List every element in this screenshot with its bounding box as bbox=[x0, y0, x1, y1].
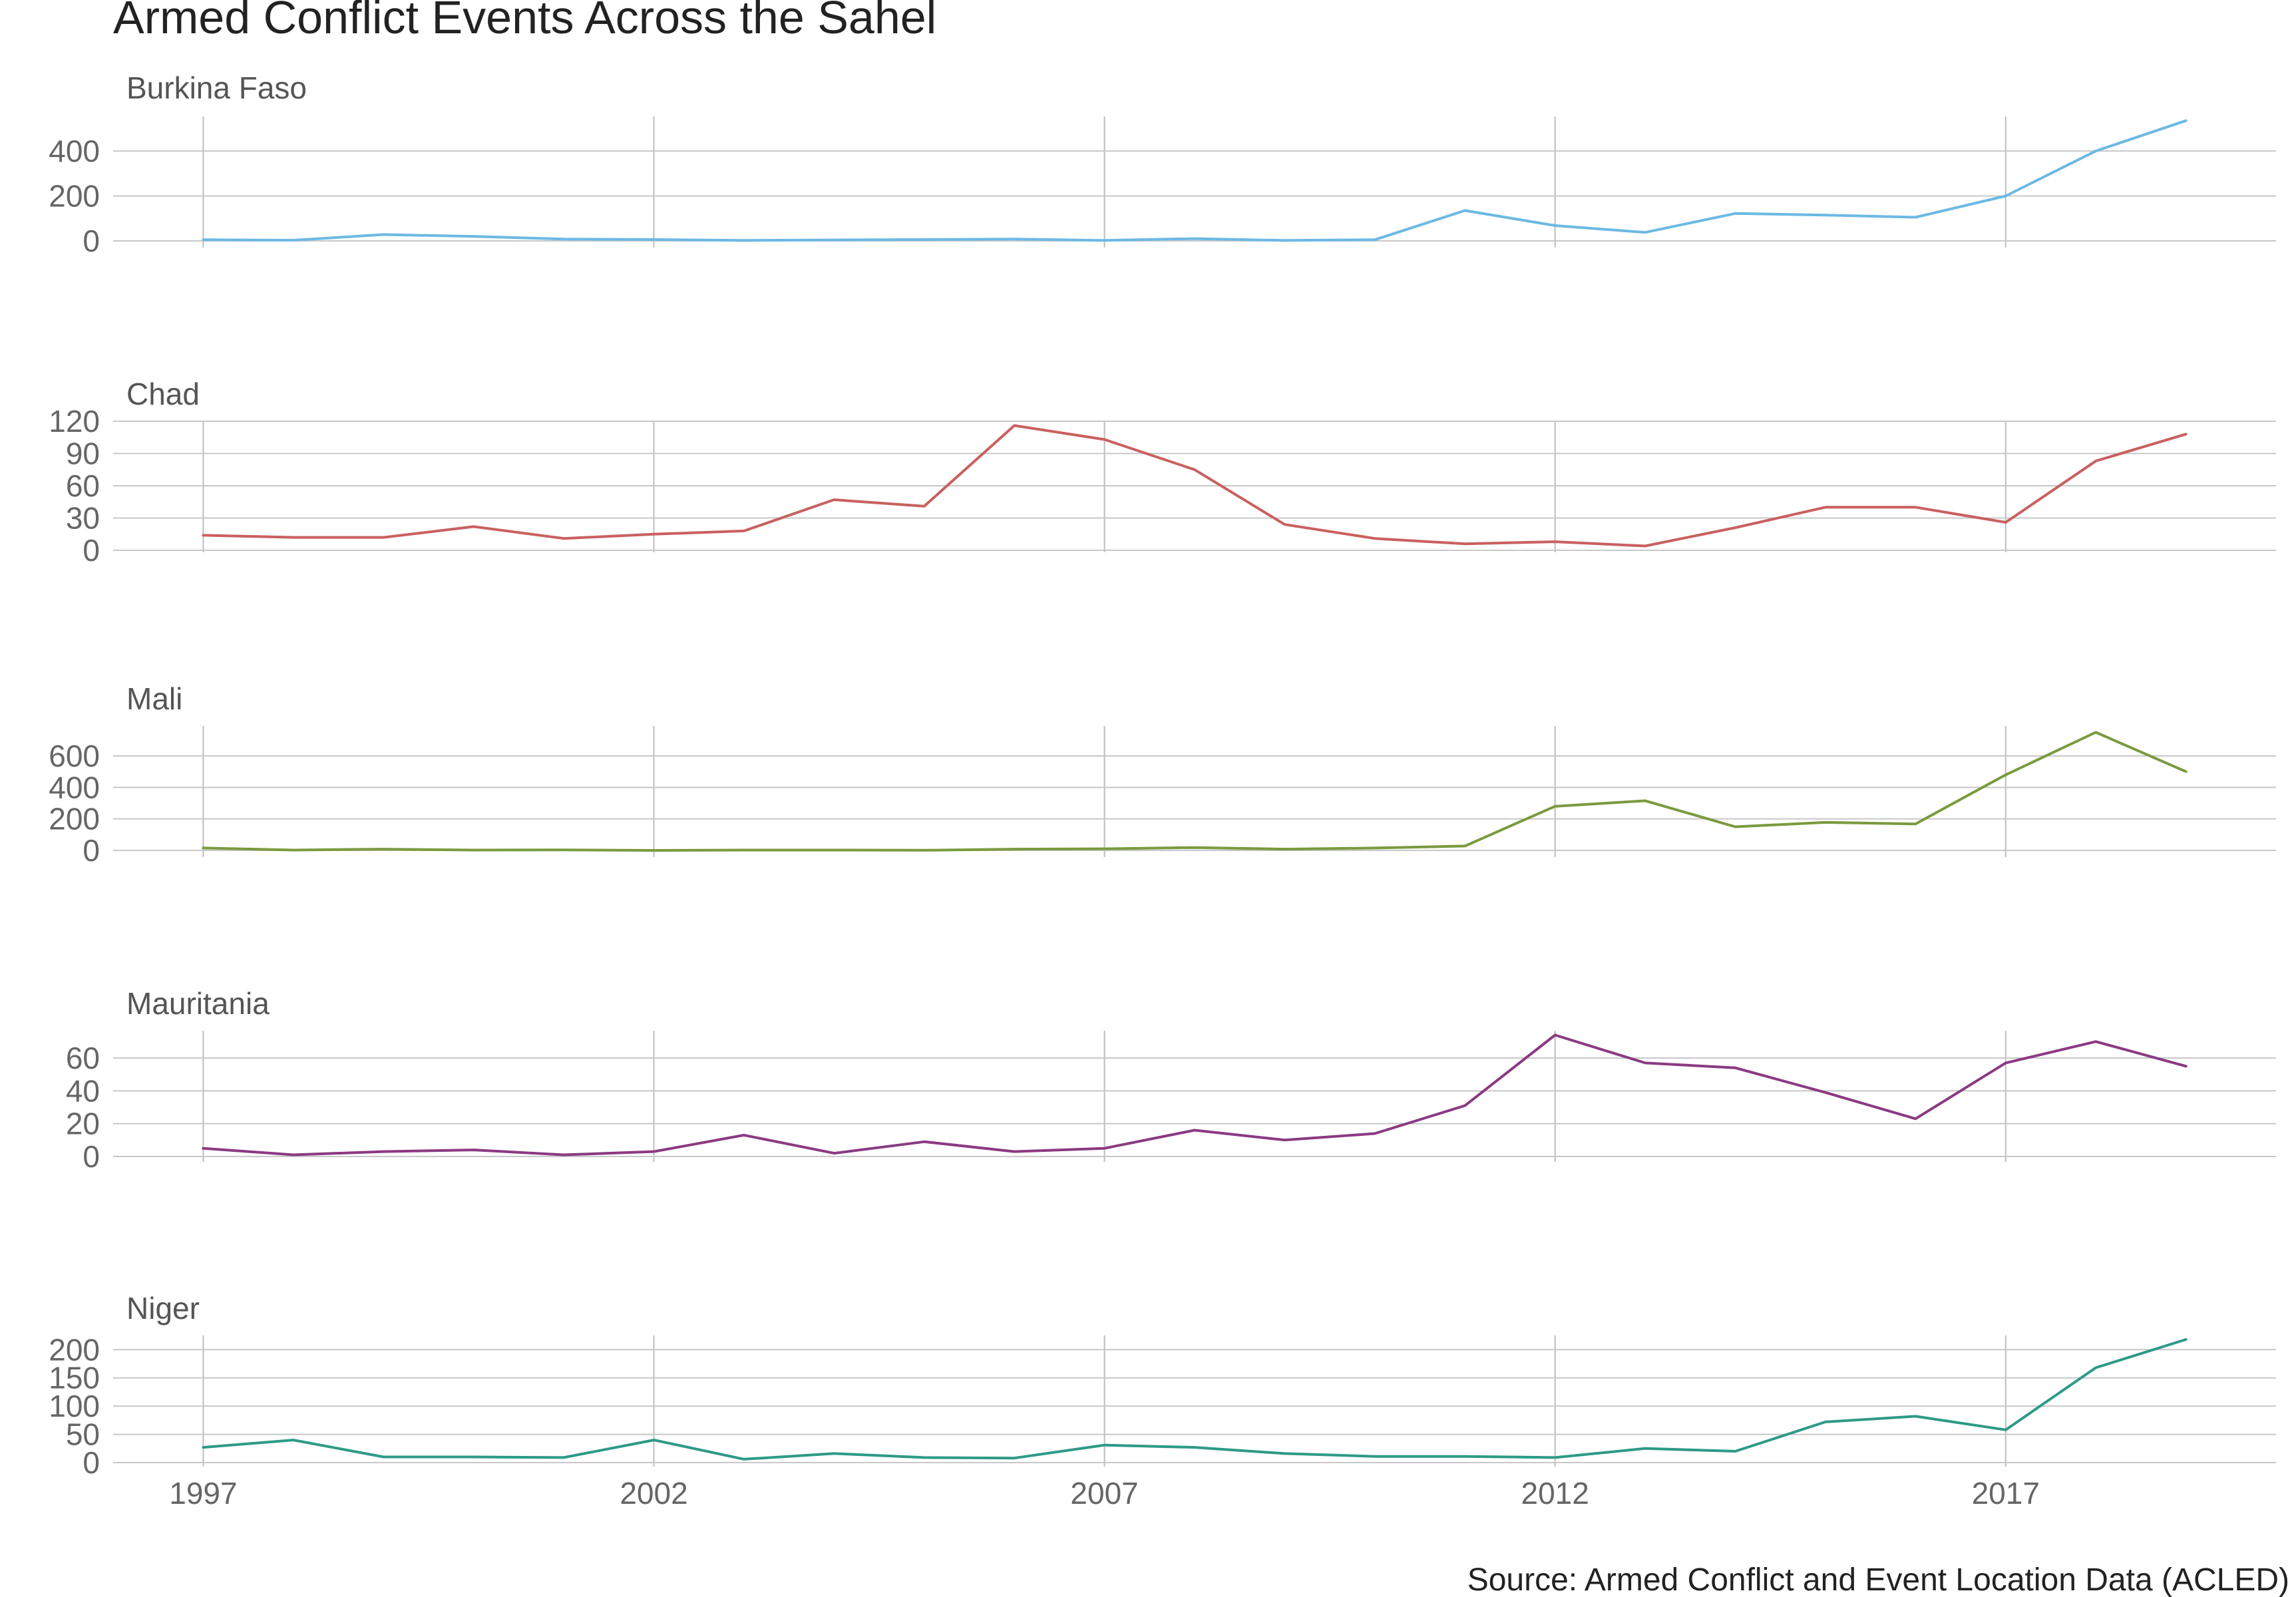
chart-title: Armed Conflict Events Across the Sahel bbox=[113, 0, 936, 43]
y-tick-label: 0 bbox=[83, 224, 100, 258]
y-tick-label: 400 bbox=[49, 134, 100, 168]
panel-burkina-faso: 0 200 400 Burkina Faso bbox=[49, 71, 2276, 258]
x-tick-label: 1997 bbox=[169, 1476, 237, 1510]
series-line bbox=[202, 424, 2188, 548]
x-tick-label: 2007 bbox=[1070, 1476, 1138, 1510]
y-tick-label: 0 bbox=[83, 1139, 100, 1174]
y-tick-label: 600 bbox=[49, 739, 100, 773]
y-tick-label: 400 bbox=[49, 770, 100, 804]
y-tick-label: 50 bbox=[66, 1417, 100, 1452]
panel-title: Chad bbox=[126, 377, 200, 411]
x-tick-label: 2017 bbox=[1972, 1476, 2040, 1510]
y-tick-label: 30 bbox=[66, 501, 100, 536]
y-tick-label: 90 bbox=[66, 437, 100, 471]
series-line bbox=[202, 1338, 2188, 1461]
panel-title: Niger bbox=[126, 1291, 200, 1326]
y-tick-label: 20 bbox=[66, 1107, 100, 1141]
y-tick-label: 0 bbox=[83, 533, 100, 568]
y-tick-label: 60 bbox=[66, 1041, 100, 1075]
source-note: Source: Armed Conflict and Event Locatio… bbox=[1467, 1562, 2289, 1597]
y-tick-label: 120 bbox=[49, 404, 100, 439]
y-tick-label: 200 bbox=[49, 1332, 100, 1367]
y-tick-label: 200 bbox=[49, 802, 100, 836]
panel-title: Mali bbox=[126, 681, 182, 716]
y-tick-label: 0 bbox=[83, 833, 100, 868]
panel-title: Mauritania bbox=[126, 986, 270, 1021]
x-tick-label: 2002 bbox=[620, 1476, 687, 1510]
y-tick-label: 100 bbox=[49, 1389, 100, 1423]
y-tick-label: 40 bbox=[66, 1073, 100, 1108]
y-tick-label: 60 bbox=[66, 468, 100, 503]
y-tick-label: 200 bbox=[49, 178, 100, 213]
series-line bbox=[202, 731, 2188, 852]
panel-title: Burkina Faso bbox=[126, 71, 307, 105]
y-tick-label: 150 bbox=[49, 1361, 100, 1395]
x-axis: 1997 2002 2007 2012 2017 bbox=[169, 1476, 2040, 1510]
y-tick-label: 0 bbox=[83, 1445, 100, 1480]
series-line bbox=[202, 119, 2188, 242]
x-tick-label: 2012 bbox=[1521, 1476, 1589, 1510]
series-line bbox=[202, 1033, 2188, 1156]
